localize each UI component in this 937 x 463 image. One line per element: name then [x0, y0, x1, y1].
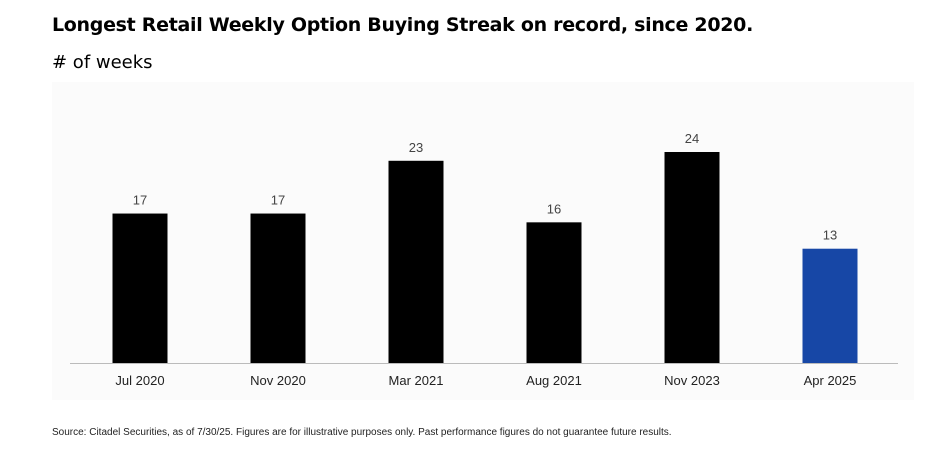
data-label: 23 — [409, 140, 423, 155]
bar-aug-2021 — [526, 222, 582, 363]
bar-mar-2021 — [388, 160, 444, 363]
x-tick-label: Nov 2023 — [664, 373, 720, 388]
x-tick-label: Nov 2020 — [250, 373, 306, 388]
data-label: 24 — [685, 131, 699, 146]
bar-apr-2025 — [802, 248, 858, 363]
x-tick-label: Aug 2021 — [526, 373, 582, 388]
data-label: 13 — [823, 228, 837, 243]
x-tick-label: Jul 2020 — [115, 373, 164, 388]
source-note: Source: Citadel Securities, as of 7/30/2… — [52, 427, 672, 438]
bar-jul-2020 — [112, 213, 168, 363]
bar-nov-2020 — [250, 213, 306, 363]
bar-nov-2023 — [664, 152, 720, 363]
bar-chart: 17 Jul 2020 17 Nov 2020 23 Mar 2021 16 Aug 2021… — [70, 131, 898, 388]
data-label: 16 — [547, 201, 561, 216]
data-label: 17 — [133, 193, 147, 208]
data-label: 17 — [271, 193, 285, 208]
chart-panel: 17 Jul 2020 17 Nov 2020 23 Mar 2021 16 Aug 2021… — [52, 82, 914, 400]
x-tick-label: Mar 2021 — [389, 373, 444, 388]
chart-title: Longest Retail Weekly Option Buying Stre… — [52, 14, 754, 36]
chart-subtitle: # of weeks — [52, 52, 153, 73]
x-tick-label: Apr 2025 — [804, 373, 857, 388]
